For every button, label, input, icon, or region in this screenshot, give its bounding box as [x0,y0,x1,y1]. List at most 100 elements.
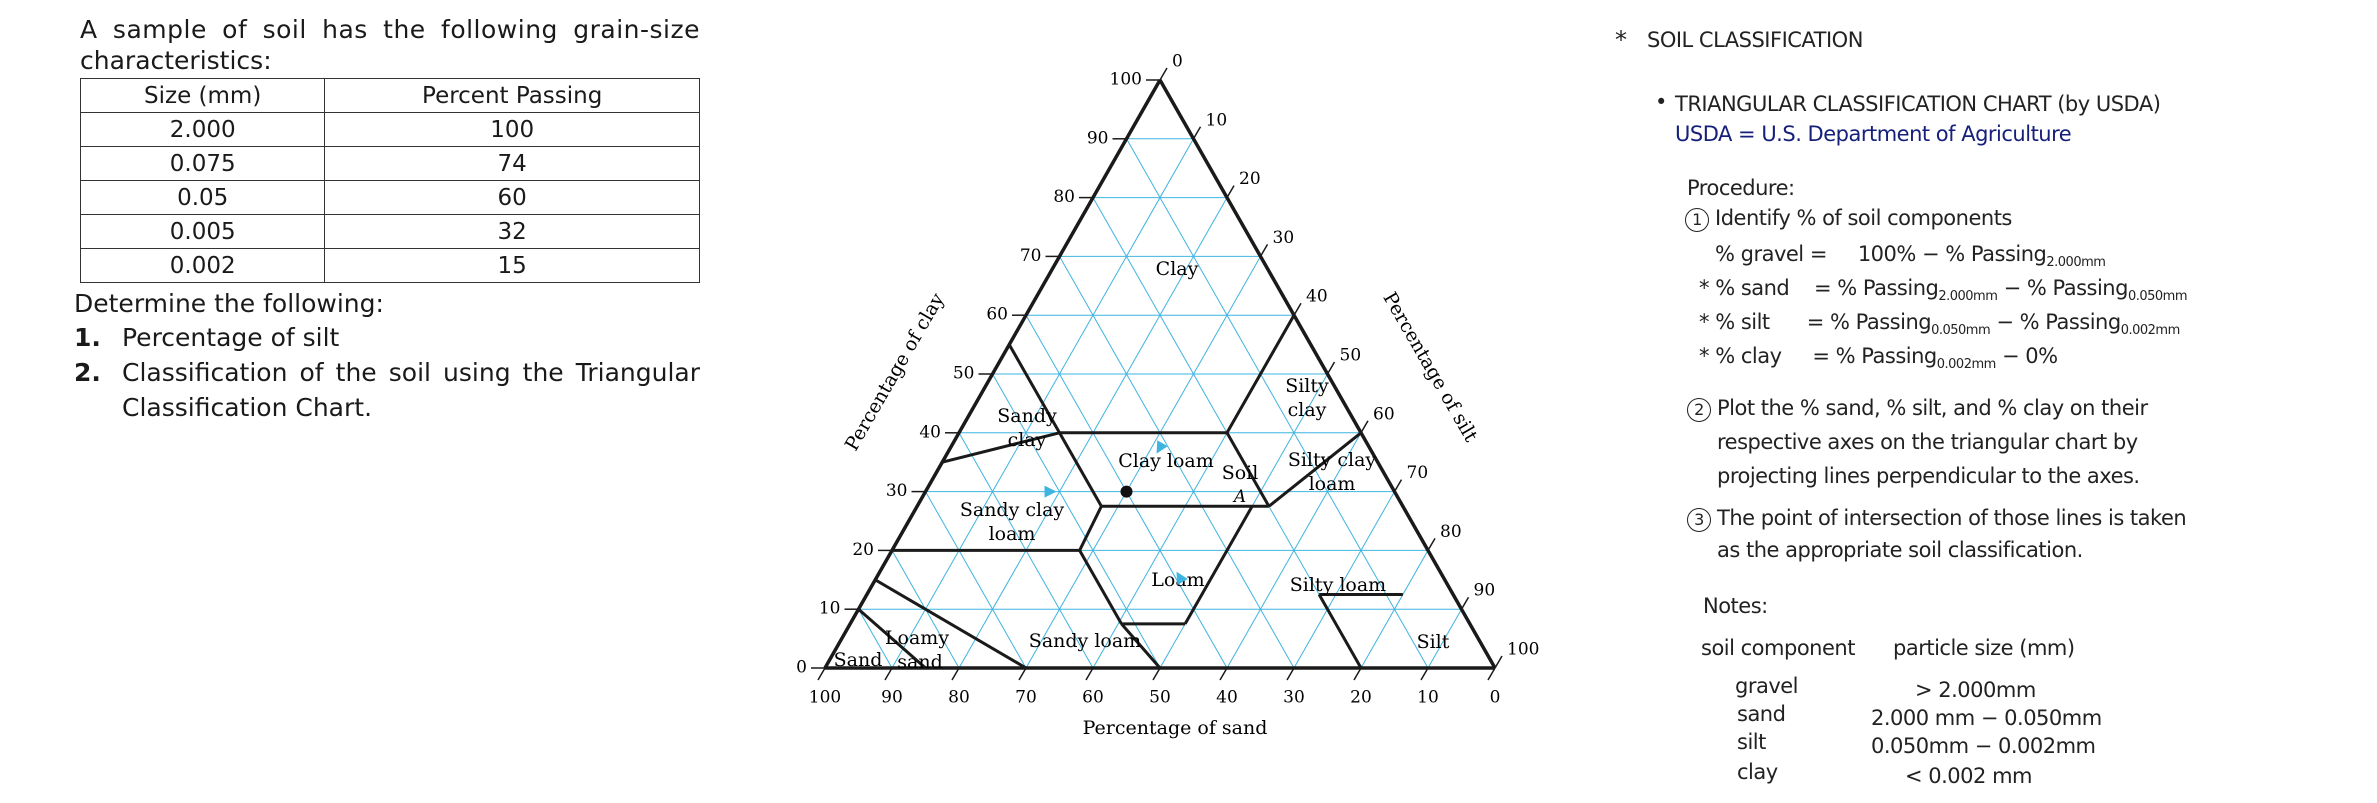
sand-tick-label: 50 [1149,688,1171,708]
notes-col-size: particle size (mm) [1893,636,2075,660]
sand-tick-label: 70 [1015,688,1037,708]
formula-rhs: = % Passing [1813,276,1939,300]
class-boundary [1078,505,1103,552]
table-cell: 15 [324,248,700,283]
grid-line-silt [1025,256,1261,669]
clay-tick-label: 90 [1087,128,1109,148]
silt-tick-label: 80 [1440,522,1462,542]
sand-tick [817,667,826,681]
class-boundary [1267,431,1362,508]
region-silty-clay: clay [1288,399,1327,421]
region-sandy-loam: Sandy loam [1029,630,1141,652]
size-sand: 2.000 mm − 0.050mm [1871,706,2102,730]
region-clay-loam: Clay loam [1118,450,1214,472]
formula-lhs: % clay [1715,344,1782,368]
notes-bullet: • [1655,90,1667,114]
question-number: 2. [74,358,101,387]
soil-markers [1044,440,1188,585]
table-row: 0.005 32 [79,214,700,249]
notes-subheading: TRIANGULAR CLASSIFICATION CHART (by USDA… [1675,92,2161,116]
question-list: 1. Percentage of silt 2. Classification of… [74,320,700,425]
clay-tick-label: 0 [796,658,807,678]
silt-tick-label: 0 [1172,52,1183,72]
formula-rhs: = % Passing [1806,310,1932,334]
region-sandy-clay-loam: Sandy clay [960,499,1065,521]
component-sand: sand [1737,702,1786,726]
sand-tick [1085,667,1094,681]
region-silt: Silt [1417,631,1450,653]
component-silt: silt [1737,730,1766,754]
formula-rhs: = % Passing [1812,344,1937,368]
question-item: 2. Classification of the soil using the T… [74,355,700,425]
procedure-step-1: 1 Identify % of soil components [1685,206,2012,232]
silt-tick [1494,655,1503,669]
clay-tick-label: 60 [986,305,1008,325]
step-text-cont: respective axes on the triangular chart … [1717,430,2138,454]
formula-clay: * % clay = % Passing0.002mm − 0% [1699,344,2058,372]
question-text: Percentage of silt [122,323,340,352]
clay-tick-label: 100 [1110,70,1142,90]
silt-tick [1293,302,1302,316]
class-boundary [1183,505,1254,625]
class-boundary [941,431,1060,464]
sand-tick-label: 20 [1350,688,1372,708]
region-silty-clay: Silty [1285,375,1329,397]
step-text: Identify % of soil components [1715,206,2012,230]
formula-rhs: − 0% [2001,344,2058,368]
step-text: The point of intersection of those lines… [1717,506,2187,530]
sand-arrow-icon [1156,440,1168,454]
silt-tick-label: 90 [1474,581,1496,601]
region-silty-clay-loam: Silty clay [1288,449,1377,471]
notes-heading-star: * [1615,26,1627,54]
clay-tick-label: 10 [819,599,841,619]
grid-line-sand [1126,138,1429,669]
silt-tick-label: 70 [1407,463,1429,483]
determine-heading: Determine the following: [74,289,384,318]
class-boundary [874,578,1027,670]
class-boundary [1007,343,1061,434]
silt-tick-label: 100 [1507,640,1539,660]
silt-tick-label: 20 [1239,169,1261,189]
sand-tick [1487,667,1496,681]
table-cell: 0.002 [79,248,326,283]
clay-tick-label: 70 [1020,246,1042,266]
silt-tick [1360,420,1369,434]
region-sandy-clay: Sandy [997,405,1057,427]
question-text: Classification of the soil using the Tri… [122,358,700,422]
table-cell: 60 [324,180,700,215]
class-boundary [1078,549,1123,625]
clay-tick-label: 30 [886,481,908,501]
table-row: 0.05 60 [79,180,700,215]
silt-tick [1226,185,1235,198]
silt-tick [1427,538,1436,551]
sand-tick [1420,667,1429,681]
soil-point-label: A [1232,487,1246,507]
region-silty-clay-loam: loam [1309,473,1356,495]
grid-line-sand [858,608,893,669]
silt-tick-label: 30 [1273,228,1295,248]
formula-rhs: − % Passing [2003,276,2129,300]
sand-tick-label: 60 [1082,688,1104,708]
step-number: 1 [1685,208,1709,232]
silt-tick [1259,244,1269,257]
clay-arrow-icon [1044,485,1057,498]
problem-intro: A sample of soil has the following grain… [80,15,700,44]
region-sandy-clay-loam: loam [989,523,1036,545]
region-clay: Clay [1156,258,1199,280]
formula-lhs: % sand [1715,276,1790,300]
sand-tick [951,667,960,681]
procedure-step-3: 3 The point of intersection of those line… [1687,506,2187,532]
procedure-label: Procedure: [1687,176,1795,200]
soil-point [1120,485,1133,498]
region-labels: Clay Silty clay Sandy clay Clay loam Sil… [834,258,1450,673]
grid-line-sand [1059,256,1295,669]
notes-panel: * SOIL CLASSIFICATION • TRIANGULAR CLASS… [1615,0,2375,803]
table-cell: 0.05 [79,180,326,215]
size-gravel: > 2.000mm [1915,678,2036,702]
formula-sub: 2.000mm [2046,255,2106,271]
silt-tick [1192,126,1202,140]
sand-axis-label: Percentage of sand [1083,717,1268,739]
step-text-cont: projecting lines perpendicular to the ax… [1717,464,2140,488]
sand-tick-label: 80 [948,688,970,708]
formula-star: * [1699,344,1710,368]
